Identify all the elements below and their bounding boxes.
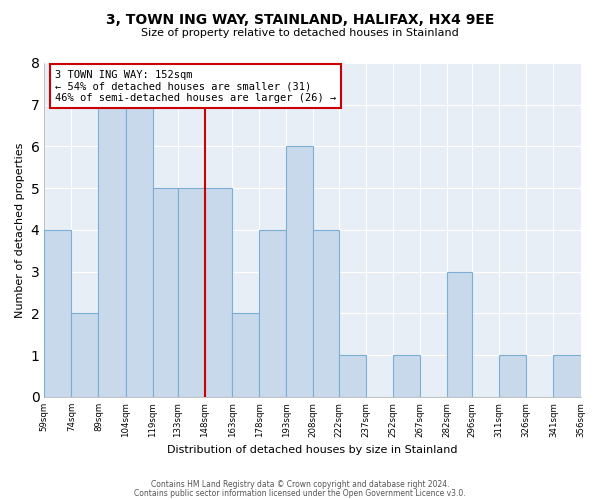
Text: Size of property relative to detached houses in Stainland: Size of property relative to detached ho… bbox=[141, 28, 459, 38]
Bar bbox=[125, 104, 152, 397]
Bar bbox=[98, 104, 125, 397]
Bar bbox=[553, 355, 581, 397]
Text: Contains HM Land Registry data © Crown copyright and database right 2024.: Contains HM Land Registry data © Crown c… bbox=[151, 480, 449, 489]
Bar bbox=[313, 230, 338, 397]
Y-axis label: Number of detached properties: Number of detached properties bbox=[15, 142, 25, 318]
X-axis label: Distribution of detached houses by size in Stainland: Distribution of detached houses by size … bbox=[167, 445, 458, 455]
Text: Contains public sector information licensed under the Open Government Licence v3: Contains public sector information licen… bbox=[134, 488, 466, 498]
Bar bbox=[152, 188, 178, 397]
Bar bbox=[338, 355, 365, 397]
Bar bbox=[259, 230, 286, 397]
Bar bbox=[232, 314, 259, 397]
Bar bbox=[393, 355, 420, 397]
Bar bbox=[178, 188, 205, 397]
Bar bbox=[205, 188, 232, 397]
Bar bbox=[71, 314, 98, 397]
Bar bbox=[499, 355, 526, 397]
Text: 3, TOWN ING WAY, STAINLAND, HALIFAX, HX4 9EE: 3, TOWN ING WAY, STAINLAND, HALIFAX, HX4… bbox=[106, 12, 494, 26]
Bar bbox=[286, 146, 313, 397]
Text: 3 TOWN ING WAY: 152sqm
← 54% of detached houses are smaller (31)
46% of semi-det: 3 TOWN ING WAY: 152sqm ← 54% of detached… bbox=[55, 70, 336, 103]
Bar bbox=[44, 230, 71, 397]
Bar bbox=[447, 272, 472, 397]
